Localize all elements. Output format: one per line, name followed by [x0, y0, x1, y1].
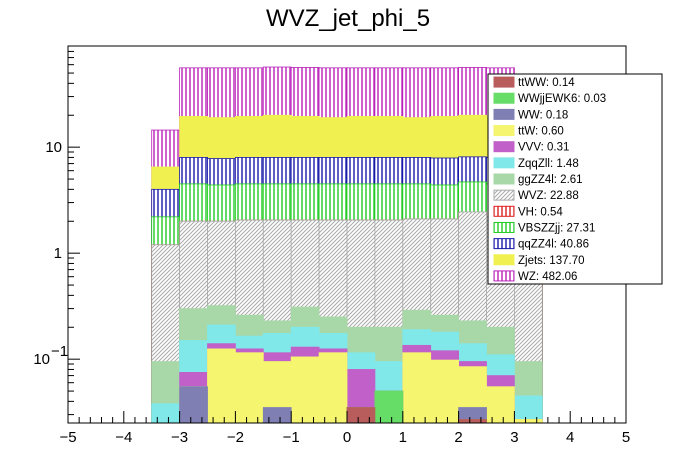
legend-label: VVV: 0.31: [518, 142, 569, 154]
legend-entry-VVV: VVV: 0.31: [493, 141, 569, 154]
legend-entry-Zjets: Zjets: 137.70: [493, 254, 584, 267]
x-tick-label: −5: [59, 429, 76, 446]
legend-entry-ttWW: ttWW: 0.14: [493, 76, 575, 89]
bar-ttW: [486, 386, 515, 424]
legend-label: ttW: 0.60: [518, 126, 564, 138]
x-tick-label: 4: [566, 429, 574, 446]
x-tick-label: 1: [399, 429, 407, 446]
legend-label: ttWW: 0.14: [518, 77, 575, 89]
legend-label: ggZZ4l: 2.61: [518, 174, 583, 186]
y-tick-label-exponent: −1: [51, 343, 68, 360]
legend-label: WZ: 482.06: [518, 271, 577, 283]
x-tick-label: 2: [454, 429, 462, 446]
bar-ttW: [234, 352, 264, 424]
bar-ttW: [290, 356, 320, 424]
legend-swatch: [493, 221, 515, 233]
x-tick-label: −1: [283, 429, 300, 446]
legend-swatch: [493, 189, 515, 201]
legend-label: VBSZZjj: 27.31: [518, 222, 595, 234]
bar-ttW: [207, 348, 236, 424]
legend-entry-ttW: ttW: 0.60: [493, 125, 564, 138]
legend-swatch: [493, 173, 515, 185]
x-tick-label: −4: [115, 429, 132, 446]
legend-entry-ggZZ4l: ggZZ4l: 2.61: [493, 173, 583, 186]
y-tick-label: 1: [54, 245, 62, 262]
legend-entry-WVZ: WVZ: 22.88: [493, 189, 579, 202]
bar-ttW: [514, 419, 543, 424]
legend-label: qqZZ4l: 40.86: [518, 239, 589, 251]
legend-swatch: [493, 141, 515, 153]
legend-entry-ZqqZll: ZqqZll: 1.48: [493, 157, 579, 170]
bar-ttWW: [458, 419, 487, 424]
legend-entry-VH: VH: 0.54: [493, 205, 563, 218]
legend-label: WW: 0.18: [518, 109, 568, 121]
x-tick-label: 3: [510, 429, 518, 446]
bar-WW: [262, 407, 292, 424]
legend-label: ZqqZll: 1.48: [518, 158, 579, 170]
chart-title: WVZ_jet_phi_5: [266, 5, 430, 32]
legend-swatch: [493, 92, 515, 104]
legend-label: WVZ: 22.88: [518, 190, 579, 202]
legend-entry-WZ: WZ: 482.06: [493, 270, 577, 283]
bar-ttW: [430, 359, 460, 424]
legend-swatch: [493, 270, 515, 282]
legend-label: WWjjEWK6: 0.03: [518, 93, 606, 105]
legend-swatch: [493, 238, 515, 250]
histogram-bars: [151, 66, 543, 424]
bar-WW: [179, 386, 208, 424]
legend-box: [487, 73, 663, 285]
legend-entry-VBSZZjj: VBSZZjj: 27.31: [493, 221, 595, 234]
bar-ttWW: [346, 407, 376, 424]
legend-swatch: [493, 254, 515, 266]
legend-swatch: [493, 157, 515, 169]
legend-label: VH: 0.54: [518, 206, 563, 218]
legend-swatch: [493, 125, 515, 137]
y-tick-label: 10: [33, 351, 50, 368]
legend-swatch: [493, 205, 515, 217]
bar-ZqqZll: [151, 403, 180, 424]
x-tick-label: 5: [622, 429, 630, 446]
y-tick-label: 10: [45, 139, 62, 156]
bar-WWjjEWK6: [374, 390, 404, 424]
bar-ttW: [318, 352, 348, 424]
legend: ttWW: 0.14 WWjjEWK6: 0.03 WW: 0.18 ttW: 0.6…: [487, 73, 663, 285]
bar-ttW: [402, 352, 432, 424]
x-tick-label: −2: [227, 429, 244, 446]
legend-entry-WW: WW: 0.18: [493, 108, 568, 121]
x-tick-label: −3: [171, 429, 188, 446]
legend-entry-WWjjEWK6: WWjjEWK6: 0.03: [493, 92, 606, 105]
legend-label: Zjets: 137.70: [518, 255, 584, 267]
legend-swatch: [493, 108, 515, 120]
legend-swatch: [493, 76, 515, 88]
bar-ZqqZll: [514, 395, 543, 424]
legend-entry-qqZZ4l: qqZZ4l: 40.86: [493, 238, 589, 251]
x-tick-label: 0: [343, 429, 351, 446]
